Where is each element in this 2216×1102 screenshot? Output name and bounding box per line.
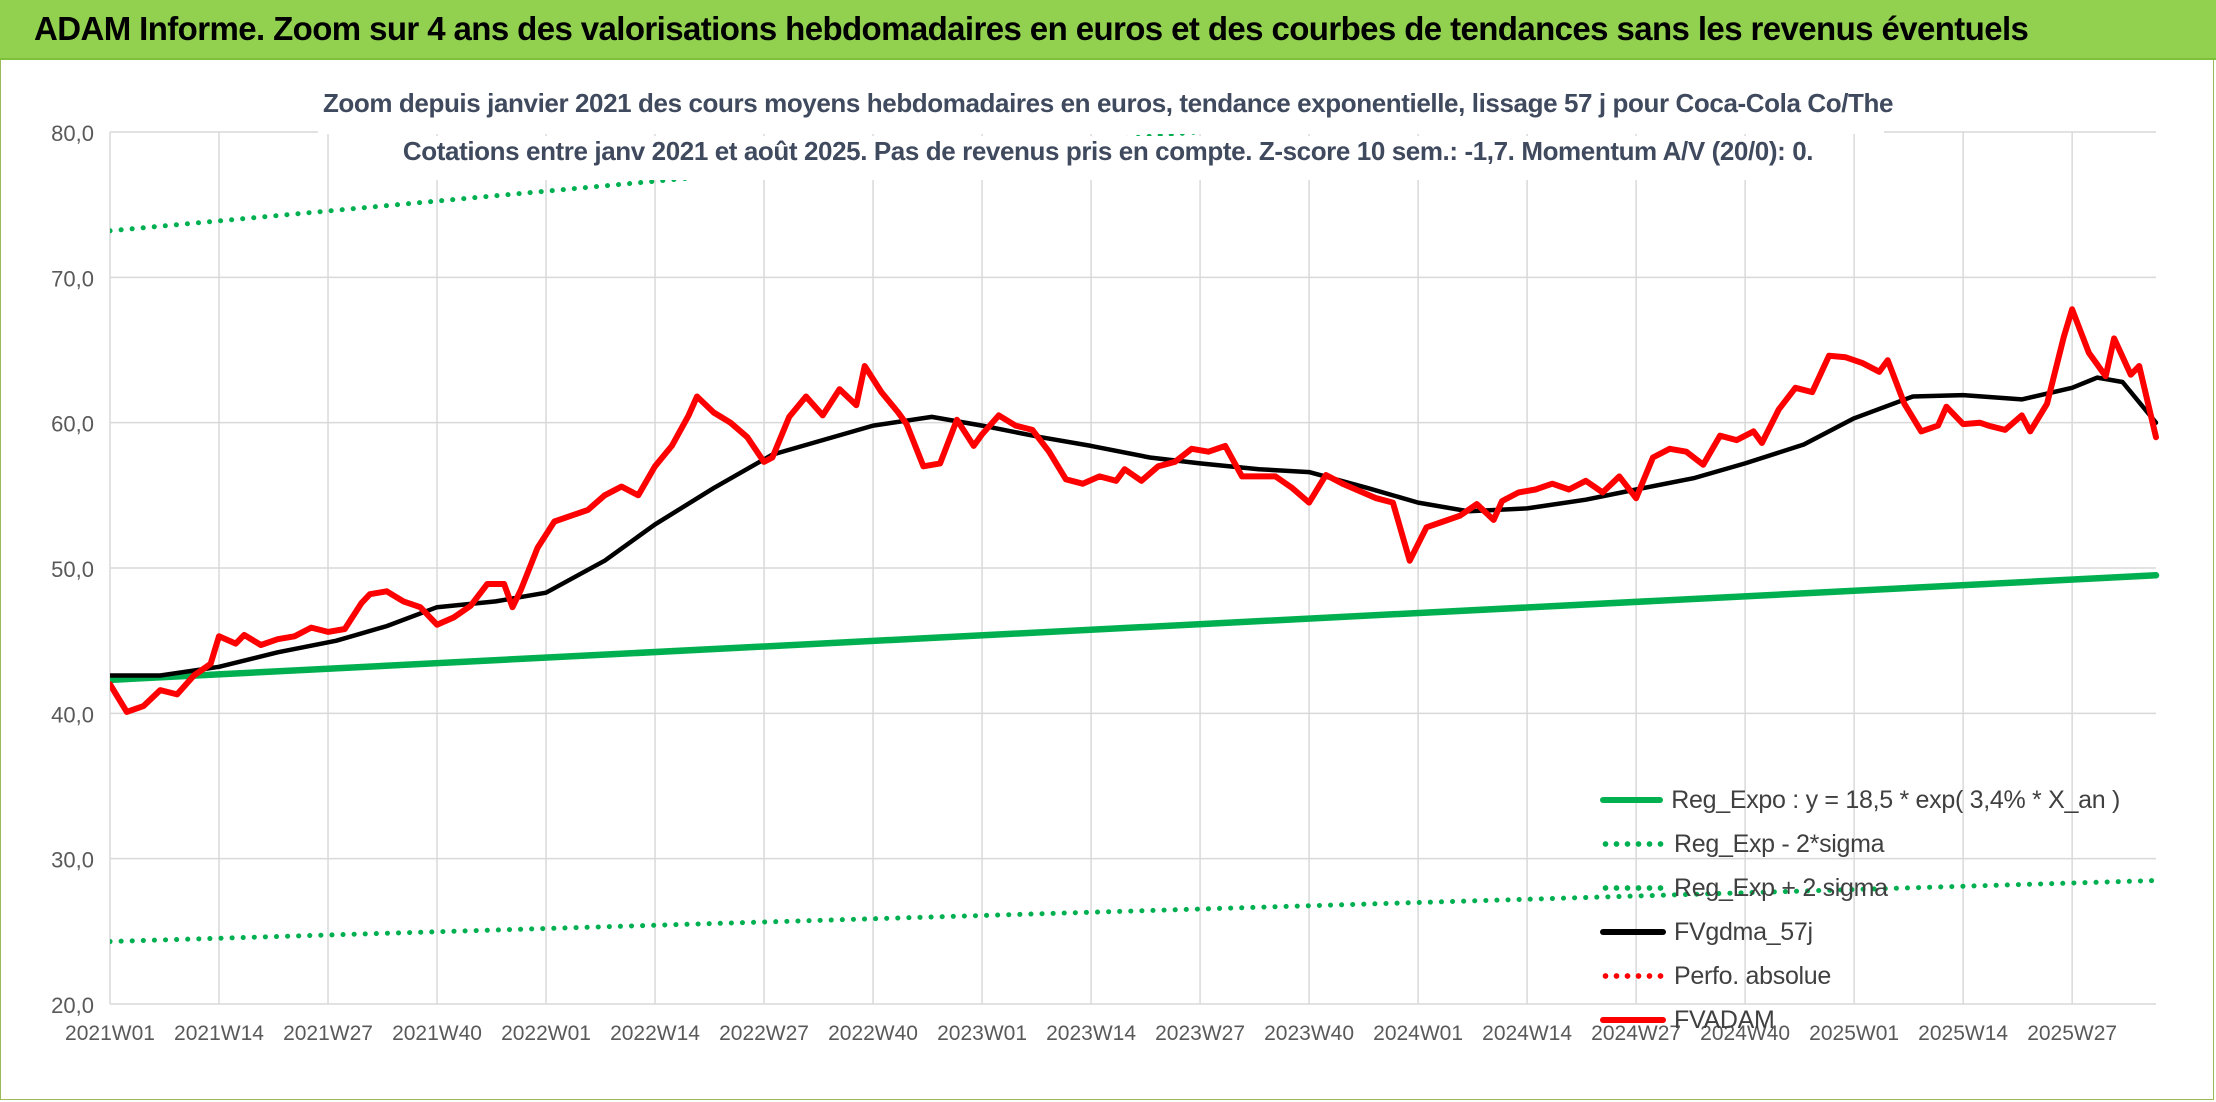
x-tick-label: 2025W01	[1809, 1022, 1899, 1045]
header-bar: ADAM Informe. Zoom sur 4 ans des valoris…	[0, 0, 2216, 60]
x-tick-label: 2024W40	[1700, 1022, 1790, 1045]
legend-item-reg-exp-plus: Reg_Exp + 2 sigma	[1600, 866, 2120, 910]
chart-area: 80,0 70,0 60,0 50,0 40,0 30,0 20,0 2021W01 2021W…	[0, 60, 2216, 1102]
legend-label: Reg_Expo : y = 18,5 * exp( 3,4% * X_an )	[1671, 785, 2120, 814]
chart-legend: Reg_Expo : y = 18,5 * exp( 3,4% * X_an )…	[1600, 778, 2120, 1042]
legend-label: FVADAM	[1674, 1005, 1775, 1034]
y-tick-label: 60,0	[51, 412, 94, 437]
x-tick-label: 2021W40	[392, 1022, 482, 1045]
legend-label: FVgdma_57j	[1674, 917, 1813, 946]
y-tick-label: 20,0	[51, 993, 94, 1018]
x-tick-label: 2022W40	[828, 1022, 918, 1045]
legend-label: Perfo. absolue	[1674, 961, 1832, 990]
y-tick-label: 80,0	[51, 121, 94, 146]
y-tick-label: 40,0	[51, 702, 94, 727]
x-tick-label: 2022W14	[610, 1022, 700, 1045]
axis-layer: 80,0 70,0 60,0 50,0 40,0 30,0 20,0 2021W01 2021W…	[51, 121, 2117, 1045]
series-fvadam	[110, 306, 2159, 715]
title-mask	[318, 90, 1884, 134]
x-tick-label: 2024W01	[1373, 1022, 1463, 1045]
series-reg-expo	[110, 572, 2160, 684]
x-tick-label: 2024W27	[1591, 1022, 1681, 1045]
chart-title-line2: Cotations entre janv 2021 et août 2025. …	[402, 136, 1814, 166]
chart-svg: 80,0 70,0 60,0 50,0 40,0 30,0 20,0 2021W01 2021W…	[51, 90, 2160, 1045]
x-tick-label: 2023W14	[1046, 1022, 1136, 1045]
legend-swatch-perfo	[1600, 973, 1666, 979]
legend-item-reg-exp-minus: Reg_Exp - 2*sigma	[1600, 822, 2120, 866]
y-tick-label: 70,0	[51, 266, 94, 291]
x-tick-label: 2025W27	[2027, 1022, 2117, 1045]
legend-swatch-reg-exp-plus	[1600, 885, 1666, 891]
title-mask	[390, 136, 1822, 180]
x-tick-label: 2023W27	[1155, 1022, 1245, 1045]
legend-label: Reg_Exp - 2*sigma	[1674, 829, 1885, 858]
y-tick-label: 30,0	[51, 848, 94, 873]
x-tick-label: 2024W14	[1482, 1022, 1572, 1045]
x-tick-label: 2022W27	[719, 1022, 809, 1045]
x-tick-label: 2021W14	[174, 1022, 264, 1045]
grid-layer	[109, 131, 2156, 1005]
legend-swatch-fvgdma	[1600, 929, 1666, 935]
series-layer	[110, 120, 2160, 944]
legend-item-fvgdma: FVgdma_57j	[1600, 910, 2120, 954]
legend-item-perfo: Perfo. absolue	[1600, 954, 2120, 998]
x-tick-label: 2021W01	[65, 1022, 155, 1045]
x-tick-label: 2021W27	[283, 1022, 373, 1045]
legend-label: Reg_Exp + 2 sigma	[1674, 873, 1888, 902]
x-tick-label: 2023W01	[937, 1022, 1027, 1045]
series-reg-exp-plus-2sigma	[110, 120, 1357, 234]
page-title: ADAM Informe. Zoom sur 4 ans des valoris…	[34, 10, 2029, 47]
x-tick-label: 2022W01	[501, 1022, 591, 1045]
legend-swatch-fvadam	[1600, 1017, 1666, 1023]
legend-swatch-reg-exp-minus	[1600, 841, 1666, 847]
x-tick-label: 2023W40	[1264, 1022, 1354, 1045]
legend-item-fvadam: FVADAM	[1600, 998, 2120, 1042]
chart-title-line1: Zoom depuis janvier 2021 des cours moyen…	[322, 88, 1894, 118]
legend-item-reg-expo: Reg_Expo : y = 18,5 * exp( 3,4% * X_an )	[1600, 778, 2120, 822]
series-reg-exp-minus-2sigma	[110, 878, 2159, 944]
legend-swatch-reg-expo	[1600, 797, 1664, 803]
x-tick-label: 2025W14	[1918, 1022, 2008, 1045]
y-tick-label: 50,0	[51, 557, 94, 582]
